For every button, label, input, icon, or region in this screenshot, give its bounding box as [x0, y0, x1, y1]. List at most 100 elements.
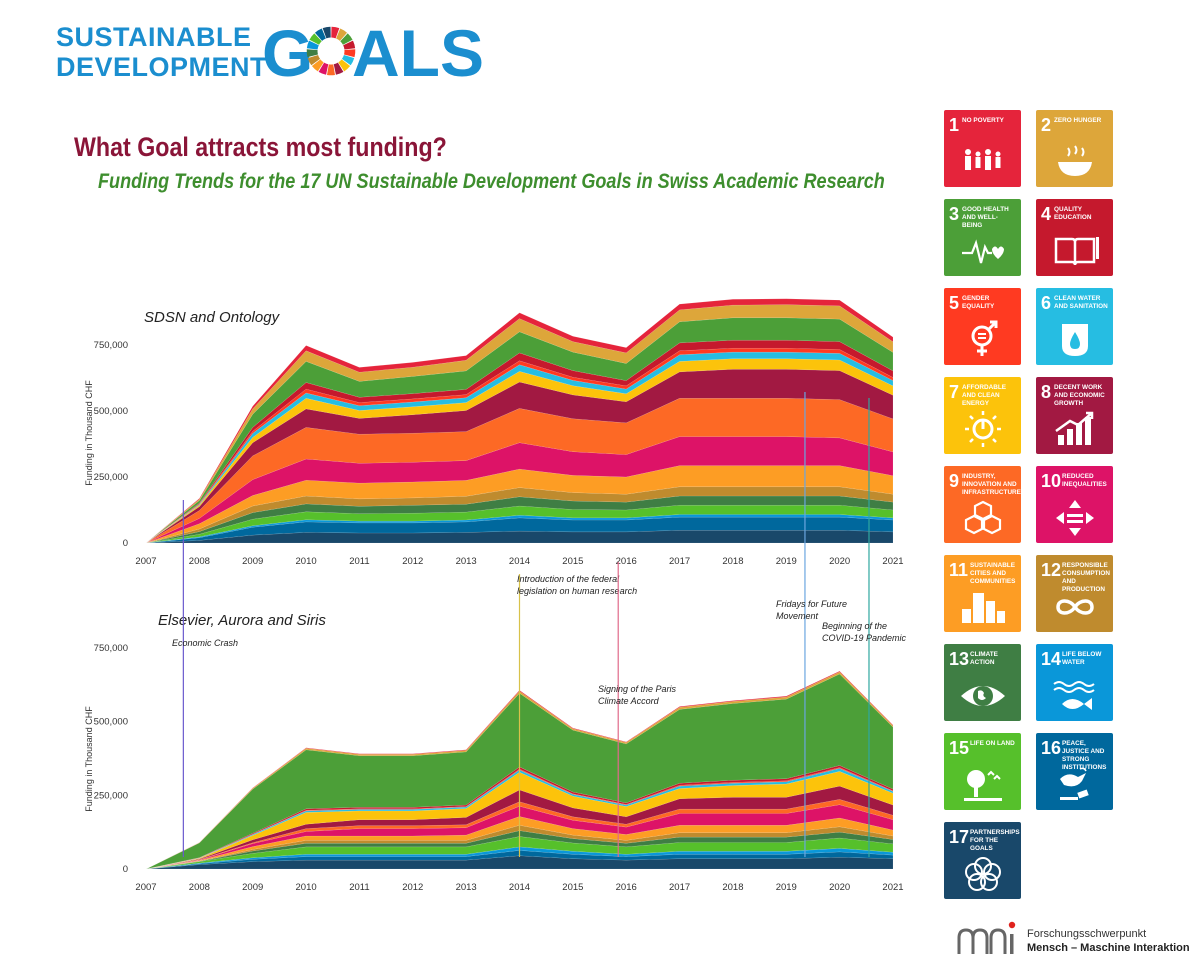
x-tick-label: 2013	[456, 556, 477, 567]
logo-line-2: DEVELOPMENT	[56, 52, 268, 82]
x-tick-label: 2019	[776, 556, 797, 567]
y-axis-label: Funding in Thousand CHF	[84, 706, 94, 812]
sdg-tile-number: 9	[949, 471, 960, 491]
area-goal-4	[145, 340, 894, 544]
wheel-segment-2	[336, 28, 348, 41]
sdg-tile-6: 6 Clean Water and Sanitation	[1036, 288, 1113, 365]
sdg-tile-label: Responsible Consumption and Production	[1062, 562, 1110, 593]
sdg-tile-label: Sustainable Cities and Communities	[970, 562, 1016, 585]
sdg-tile-label: Gender Equality	[962, 295, 995, 310]
chart-1: SDSN and Ontology Funding in Thousand CHF…	[84, 298, 904, 567]
sdg-tile-label: Quality Education	[1054, 206, 1092, 221]
area-goal-8	[145, 369, 894, 544]
sdg-tile-label: Decent Work and Economic Growth	[1054, 384, 1105, 407]
wheel-segment-17	[322, 26, 331, 39]
sdg-tile-number: 2	[1041, 115, 1052, 135]
x-tick-label: 2019	[776, 882, 797, 893]
area-goal-6	[145, 351, 894, 544]
mmi-logo-icon	[957, 921, 1016, 954]
x-tick-label: 2014	[509, 882, 530, 893]
sdg-tile-number: 11	[949, 560, 969, 580]
x-tick-label: 2013	[456, 882, 477, 893]
x-tick-label: 2007	[135, 556, 156, 567]
y-tick-label: 750,000	[94, 340, 128, 351]
heartbeat-icon	[962, 239, 1004, 264]
chart-title: SDSN and Ontology	[144, 309, 281, 326]
page-subtitle: Funding Trends for the 17 UN Sustainable…	[98, 170, 885, 193]
dove-gavel-icon	[1060, 767, 1089, 800]
sdg-tile-label: Climate Action	[970, 651, 998, 666]
sdg-tile-11: 11 Sustainable Cities and Communities	[944, 555, 1021, 632]
wheel-segment-16	[314, 28, 326, 41]
x-tick-label: 2021	[882, 556, 903, 567]
city-icon	[962, 593, 1005, 623]
y-tick-label: 750,000	[94, 643, 128, 654]
sdg-tile-7: 7 Affordable and Clean Energy	[944, 377, 1021, 454]
x-tick-label: 2008	[189, 882, 210, 893]
wheel-segment-12	[307, 54, 321, 66]
sdg-tile-number: 4	[1041, 204, 1052, 224]
x-tick-label: 2015	[562, 882, 583, 893]
x-tick-label: 2011	[349, 556, 369, 567]
event-label: legislation on human research	[517, 586, 637, 596]
sdg-tile-16: 16 Peace, Justice and Strong Institutions	[1036, 733, 1113, 810]
fish-icon	[1053, 681, 1095, 710]
sdg-tile-label: Affordable and Clean Energy	[962, 384, 1007, 407]
sdg-tile-number: 8	[1041, 382, 1052, 402]
sdg-tile-number: 7	[949, 382, 960, 402]
cubes-icon	[964, 500, 1002, 535]
wheel-segment-9	[327, 64, 335, 76]
x-tick-label: 2015	[562, 556, 583, 567]
event-label: Signing of the Paris	[598, 684, 677, 694]
sdg-tile-number: 3	[949, 204, 960, 224]
sdg-tile-15: 15 Life on Land	[944, 733, 1021, 810]
area-goal-7	[145, 358, 894, 544]
sdg-tile-number: 15	[949, 738, 970, 758]
sdg-tile-10: 10 Reduced Inequalities	[1036, 466, 1113, 543]
x-tick-label: 2012	[402, 556, 423, 567]
x-tick-label: 2020	[829, 882, 850, 893]
wheel-segment-10	[318, 62, 329, 75]
x-tick-label: 2010	[296, 882, 317, 893]
x-tick-label: 2020	[829, 556, 850, 567]
sdg-tile-number: 12	[1041, 560, 1062, 580]
sdg-tile-number: 17	[949, 827, 970, 847]
water-drop-icon	[1062, 324, 1088, 356]
sdg-tile-label: Clean Water and Sanitation	[1054, 295, 1108, 310]
sdg-tile-3: 3 Good Health and Well-Being	[944, 199, 1021, 276]
x-tick-label: 2018	[722, 882, 743, 893]
mmi-footer: Forschungsschwerpunkt Mensch – Maschine …	[955, 918, 1195, 958]
y-axis-label: Funding in Thousand CHF	[84, 380, 94, 486]
event-label: COVID-19 Pandemic	[822, 633, 907, 643]
event-label: Beginning of the	[822, 621, 887, 631]
tree-icon	[964, 770, 1002, 801]
sdg-tile-5: 5 Gender Equality	[944, 288, 1021, 365]
x-tick-label: 2021	[882, 882, 903, 893]
event-annotation: Introduction of the federal legislation o…	[517, 574, 637, 857]
x-tick-label: 2018	[722, 556, 743, 567]
mmi-line-1: Forschungsschwerpunkt	[1027, 928, 1147, 940]
y-tick-label: 0	[123, 864, 128, 875]
x-tick-label: 2016	[616, 882, 637, 893]
wheel-segment-5	[344, 49, 356, 58]
eye-globe-icon	[961, 686, 1005, 706]
sdg-wheel-icon	[306, 26, 356, 76]
x-tick-label: 2008	[189, 556, 210, 567]
event-label: Fridays for Future	[776, 599, 847, 609]
sdg-tile-label: Zero Hunger	[1054, 117, 1102, 124]
book-icon	[1054, 237, 1099, 266]
sdg-tile-1: 1 No Poverty	[944, 110, 1021, 187]
chart-title: Elsevier, Aurora and Siris	[158, 612, 326, 629]
event-annotation: Fridays for Future Movement	[776, 392, 847, 857]
wheel-segment-11	[311, 59, 324, 72]
infinity-icon	[1056, 599, 1094, 615]
x-tick-label: 2017	[669, 882, 690, 893]
bowl-icon	[1058, 145, 1092, 176]
sdg-tile-8: 8 Decent Work and Economic Growth	[1036, 377, 1113, 454]
people-icon	[965, 149, 1001, 170]
sdg-tile-label: Reduced Inequalities	[1062, 473, 1107, 488]
sdg-tile-label: Life Below Water	[1062, 651, 1102, 666]
sdg-tile-number: 5	[949, 293, 960, 313]
wheel-segment-1	[331, 26, 340, 39]
sdg-tile-label: Life on Land	[970, 740, 1015, 747]
